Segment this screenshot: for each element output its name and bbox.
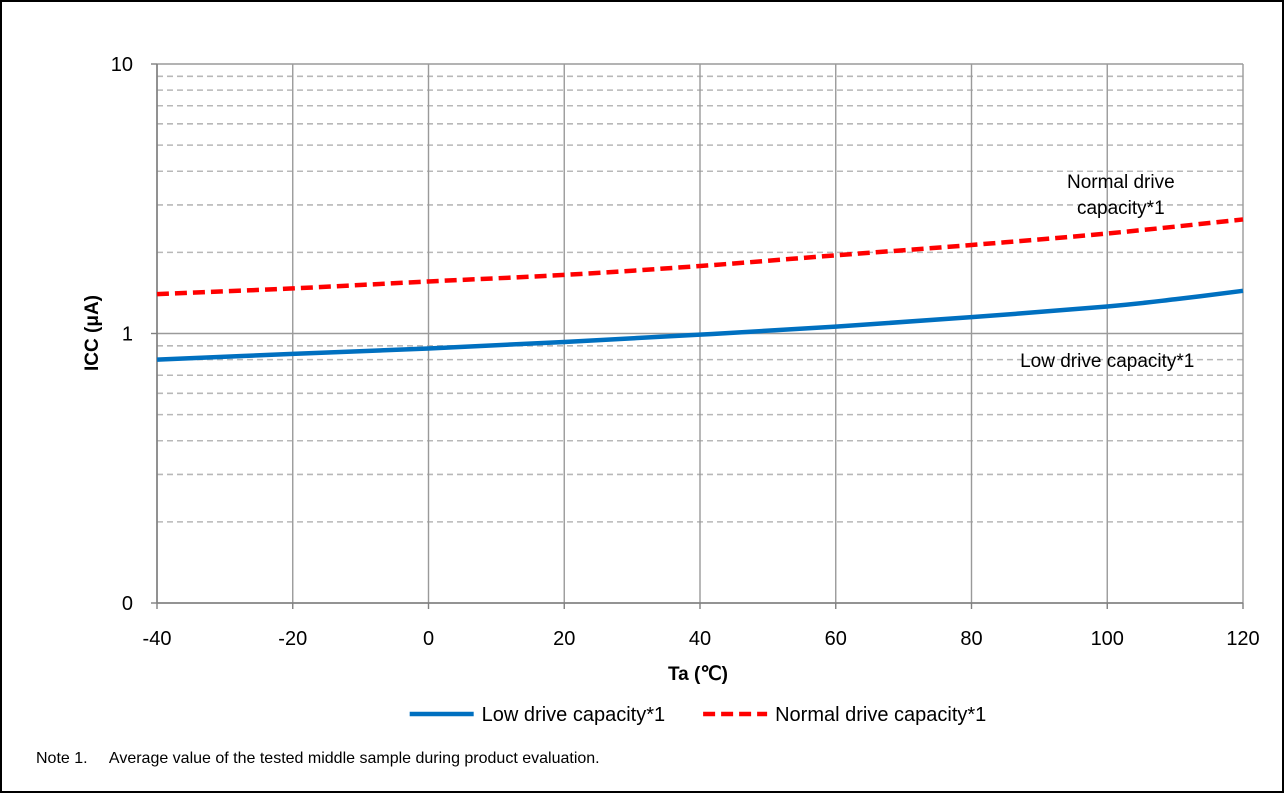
annotations: Normal drive capacity*1 Low drive capacity…	[1020, 172, 1194, 372]
x-tick-label: 80	[960, 628, 982, 650]
footnote: Note 1. Average value of the tested midd…	[36, 750, 600, 767]
x-axis-title: Ta (℃)	[668, 664, 728, 685]
axes	[151, 63, 1244, 609]
legend-label: Normal drive capacity*1	[775, 704, 986, 726]
series-line-low-drive	[156, 288, 1244, 362]
x-tick-label: 100	[1091, 628, 1124, 650]
x-tick-label: 60	[825, 628, 847, 650]
y-tick-label: 10	[111, 54, 133, 76]
x-tick-label: 20	[553, 628, 575, 650]
x-tick-label: 40	[689, 628, 711, 650]
annotation-text: Low drive capacity*1	[1020, 351, 1194, 372]
annotation-text: capacity*1	[1077, 198, 1165, 219]
x-tick-label: 120	[1226, 628, 1259, 650]
legend-label: Low drive capacity*1	[482, 704, 665, 726]
annotation-text: Normal drive	[1067, 172, 1175, 193]
legend: Low drive capacity*1 Normal drive capacit…	[409, 704, 986, 726]
x-tick-label: 0	[423, 628, 434, 650]
y-tick-label: 0	[122, 593, 133, 615]
x-tick-label: -40	[143, 628, 172, 650]
y-tick-label: 1	[122, 324, 133, 346]
y-axis-title: ICC (μA)	[82, 295, 103, 371]
x-tick-label: -20	[278, 628, 307, 650]
series-line-normal-drive	[156, 217, 1244, 297]
series-layer	[156, 217, 1244, 362]
